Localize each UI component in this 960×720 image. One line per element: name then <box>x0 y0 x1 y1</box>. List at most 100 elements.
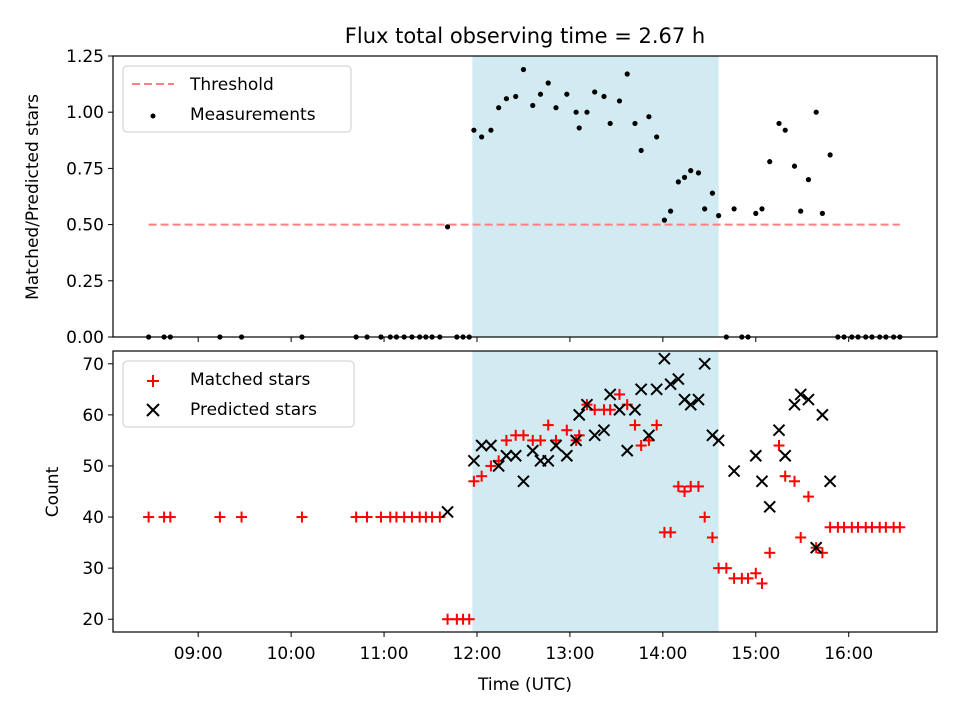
measurement-point <box>488 127 494 133</box>
measurement-point <box>716 213 722 219</box>
measurement-point <box>702 206 708 212</box>
y-tick-label: 20 <box>82 610 104 630</box>
measurement-point <box>759 206 765 212</box>
predicted-star-marker <box>692 393 705 406</box>
x-tick-label: 14:00 <box>638 644 687 664</box>
predicted-star-marker <box>613 403 626 416</box>
measurement-point <box>675 179 681 185</box>
predicted-star-marker <box>634 383 648 396</box>
predicted-star-marker <box>509 449 522 462</box>
measurement-point <box>667 208 674 214</box>
predicted-star-marker <box>749 449 762 462</box>
measurement-point <box>601 93 607 100</box>
predicted-star-marker <box>712 434 725 447</box>
top-y-axis-ticks: 0.00 0.25 0.50 0.75 1.00 1.25 <box>66 47 113 348</box>
y-tick-label: 1.00 <box>66 103 104 123</box>
matched-star-marker <box>750 567 762 579</box>
matched-star-marker <box>361 511 373 523</box>
bottom-y-axis-label: Count <box>43 466 63 517</box>
predicted-star-marker <box>628 403 642 416</box>
predicted-star-marker <box>788 398 801 411</box>
bottom-x-axis-ticks: 09:00 10:00 11:00 12:00 13:00 14:00 15:00 16:00 <box>174 632 873 664</box>
measurement-point <box>616 98 623 104</box>
matched-star-marker <box>756 577 768 589</box>
measurement-point <box>661 217 667 223</box>
predicted-star-marker <box>549 439 563 452</box>
predicted-star-marker <box>621 444 634 457</box>
matched-star-marker <box>375 511 387 523</box>
measurement-point <box>798 208 804 214</box>
predicted-star-marker <box>642 429 656 442</box>
y-tick-label: 0.00 <box>66 328 104 348</box>
matched-star-marker <box>816 547 828 559</box>
matched-star-marker <box>442 613 454 625</box>
x-tick-label: 09:00 <box>174 644 223 664</box>
measurement-point <box>646 114 652 120</box>
matched-star-marker <box>764 547 776 559</box>
matched-star-marker <box>789 475 801 487</box>
legend-matched-swatch <box>147 375 159 387</box>
measurement-point <box>753 210 759 216</box>
matched-star-marker <box>561 424 573 436</box>
predicted-star-marker <box>755 475 769 488</box>
measurement-point <box>576 125 582 131</box>
measurement-point <box>813 109 819 115</box>
predicted-star-marker <box>802 393 815 406</box>
measurement-point <box>819 210 825 216</box>
matched-star-marker <box>706 531 718 543</box>
bottom-y-axis-ticks: 20 30 40 50 60 70 <box>82 355 113 630</box>
measurement-point <box>530 102 536 109</box>
matched-star-marker <box>517 429 529 441</box>
predicted-star-marker <box>698 357 711 370</box>
measurement-point <box>564 91 570 97</box>
measurement-point <box>553 105 559 111</box>
top-legend-frame <box>122 65 352 133</box>
predicted-star-marker <box>441 505 454 519</box>
predicted-star-marker <box>684 398 697 411</box>
predicted-star-marker <box>475 439 488 452</box>
predicted-star-marker <box>650 383 663 396</box>
top-axes-frame <box>112 55 938 338</box>
legend-predicted-swatch <box>146 403 160 417</box>
matched-star-marker <box>214 511 226 523</box>
measurement-point <box>791 163 798 169</box>
measurement-point <box>731 206 737 212</box>
x-tick-label: 15:00 <box>731 644 780 664</box>
measurement-point <box>607 120 613 127</box>
measurement-point <box>444 224 451 230</box>
predicted-star-marker <box>658 352 671 365</box>
predicted-star-marker <box>542 454 555 468</box>
measurement-point <box>520 66 527 73</box>
legend-predicted-label: Predicted stars <box>190 400 317 420</box>
y-tick-label: 1.25 <box>66 47 104 67</box>
predicted-star-marker <box>727 464 741 478</box>
top-y-axis-label: Matched/Predicted stars <box>23 94 43 300</box>
predicted-star-marker <box>573 408 586 422</box>
matched-star-marker <box>720 562 732 574</box>
matched-star-marker <box>143 511 155 523</box>
predicted-star-marker <box>763 500 776 514</box>
measurement-point <box>545 80 551 86</box>
y-tick-label: 0.25 <box>66 272 104 292</box>
matched-star-marker <box>629 419 641 431</box>
measurement-point <box>827 152 833 158</box>
matched-star-marker <box>164 511 176 523</box>
matched-star-marker <box>485 460 497 472</box>
matched-star-marker <box>699 511 711 523</box>
predicted-star-marker <box>772 423 786 437</box>
predicted-star-marker <box>492 459 505 473</box>
matched-star-marker <box>635 440 647 452</box>
x-tick-label: 12:00 <box>452 644 501 664</box>
measurement-point <box>632 120 638 127</box>
x-tick-label: 11:00 <box>360 644 409 664</box>
y-tick-label: 60 <box>82 406 104 426</box>
predicted-star-marker <box>500 449 513 462</box>
measurement-point <box>592 89 598 95</box>
predicted-star-marker <box>560 449 574 462</box>
matched-star-marker <box>773 440 785 452</box>
predicted-star-marker <box>467 454 481 468</box>
matched-star-marker <box>894 521 906 533</box>
matched-star-marker <box>550 434 562 446</box>
predicted-star-marker <box>484 439 498 452</box>
predicted-star-marker <box>809 541 823 554</box>
